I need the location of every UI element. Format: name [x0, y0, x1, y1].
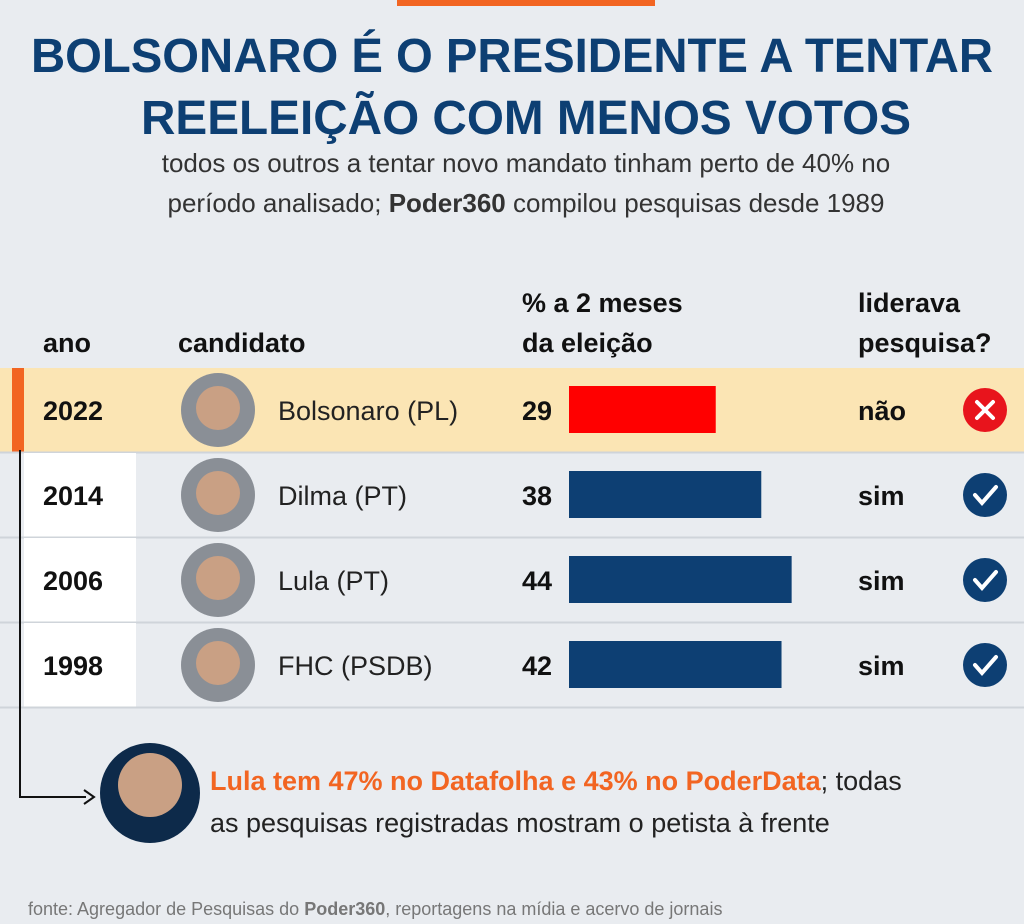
column-header: candidato	[178, 328, 306, 358]
lead-label: sim	[858, 651, 905, 681]
year-cell	[24, 623, 136, 707]
note: as pesquisas registradas mostram o petis…	[210, 808, 830, 838]
photo-face	[118, 753, 182, 817]
connector	[19, 450, 86, 798]
lead-label: não	[858, 396, 906, 426]
source-part: fonte: Agregador de Pesquisas do	[28, 899, 304, 919]
yes-icon-check	[973, 570, 998, 592]
yes-icon-check	[973, 655, 998, 677]
value-label: 29	[522, 396, 552, 426]
note-part: ; todas	[821, 766, 902, 796]
year: 2022	[43, 396, 103, 426]
yes-icon	[963, 558, 1007, 602]
bar	[569, 641, 782, 688]
lead-label: sim	[858, 481, 905, 511]
note: Lula tem 47% no Datafolha e 43% no Poder…	[210, 766, 902, 796]
subtitle: período analisado; Poder360 compilou pes…	[168, 188, 885, 218]
lead-label: sim	[858, 566, 905, 596]
subtitle-brand: Poder360	[389, 188, 506, 218]
value-label: 38	[522, 481, 552, 511]
note-highlight: Lula tem 47% no Datafolha e 43% no Poder…	[210, 766, 822, 796]
chart-title: BOLSONARO É O PRESIDENTE A TENTAR	[31, 29, 993, 83]
yes-icon	[963, 473, 1007, 517]
photo-face	[196, 386, 240, 430]
bar	[569, 386, 716, 433]
photo-face	[196, 471, 240, 515]
table: 2022 Bolsonaro (PL) 29 não 2014 Dilma (PT) 38 s…	[0, 368, 1024, 709]
subtitle-part: período analisado;	[168, 188, 389, 218]
photo-face	[196, 556, 240, 600]
year-cell	[24, 453, 136, 537]
source: fonte: Agregador de Pesquisas do Poder36…	[28, 899, 722, 919]
subtitle-part: compilou pesquisas desde 1989	[506, 188, 885, 218]
highlight-marker	[12, 368, 24, 452]
column-header: ano	[43, 328, 91, 358]
column-header: liderava	[858, 288, 961, 318]
bar	[569, 556, 792, 603]
candidate: Bolsonaro (PL)	[278, 396, 458, 426]
yes-icon	[963, 643, 1007, 687]
chart-title: REELEIÇÃO COM MENOS VOTOS	[141, 90, 911, 145]
year: 2014	[43, 481, 103, 511]
value-label: 44	[522, 566, 552, 596]
column-header: % a 2 meses	[522, 288, 683, 318]
photo-face	[196, 641, 240, 685]
source-brand: Poder360	[304, 899, 385, 919]
highlight-row	[0, 368, 1024, 452]
candidate: Lula (PT)	[278, 566, 389, 596]
top-accent	[397, 0, 655, 6]
candidate: FHC (PSDB)	[278, 651, 433, 681]
column-header: da eleição	[522, 328, 653, 358]
year-cell	[24, 538, 136, 622]
year: 1998	[43, 651, 103, 681]
value-label: 42	[522, 651, 552, 681]
candidate: Dilma (PT)	[278, 481, 407, 511]
no-icon-cross	[975, 400, 995, 420]
source-part: , reportagens na mídia e acervo de jorna…	[385, 899, 722, 919]
subtitle: todos os outros a tentar novo mandato ti…	[162, 148, 890, 178]
column-header: pesquisa?	[858, 328, 992, 358]
arrow-head	[83, 789, 96, 805]
bar	[569, 471, 762, 518]
yes-icon-check	[973, 485, 998, 507]
year: 2006	[43, 566, 103, 596]
